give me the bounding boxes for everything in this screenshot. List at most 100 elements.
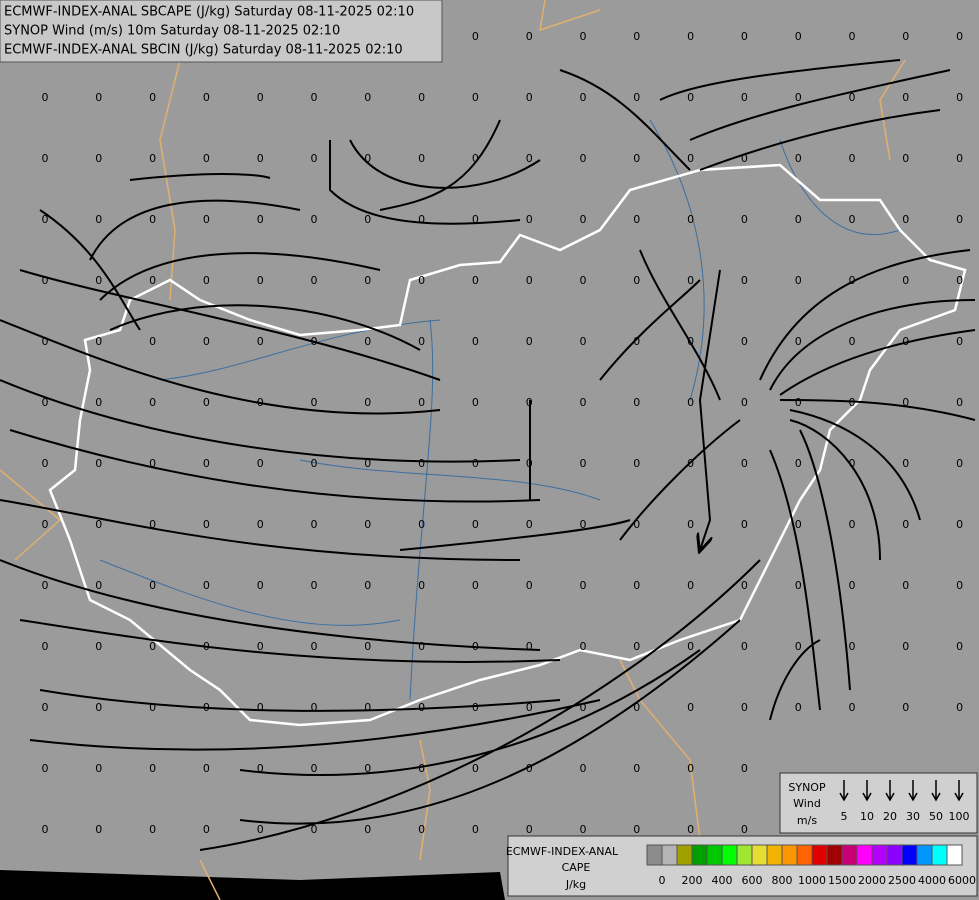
value-label: 0 [633, 396, 640, 409]
value-label: 0 [42, 823, 49, 836]
value-label: 0 [580, 152, 587, 165]
value-label: 0 [472, 701, 479, 714]
cape-label: 4000 [918, 874, 946, 887]
value-label: 0 [849, 579, 856, 592]
value-label: 0 [95, 213, 102, 226]
value-label: 0 [95, 335, 102, 348]
value-label: 0 [795, 213, 802, 226]
value-label: 0 [364, 823, 371, 836]
value-label: 0 [472, 213, 479, 226]
value-label: 0 [311, 91, 318, 104]
value-label: 0 [472, 335, 479, 348]
value-label: 0 [795, 335, 802, 348]
wind-speed-label: 20 [883, 810, 897, 823]
value-label: 0 [633, 91, 640, 104]
value-label: 0 [95, 152, 102, 165]
value-label: 0 [902, 518, 909, 531]
value-label: 0 [956, 152, 963, 165]
wind-speed-label: 5 [841, 810, 848, 823]
color-swatch [856, 844, 873, 866]
value-label: 0 [418, 579, 425, 592]
value-label: 0 [849, 457, 856, 470]
color-swatch [841, 844, 858, 866]
value-label: 0 [526, 518, 533, 531]
value-label: 0 [580, 335, 587, 348]
header-line: SYNOP Wind (m/s) 10m Saturday 08-11-2025… [4, 24, 340, 39]
value-label: 0 [311, 640, 318, 653]
value-label: 0 [311, 335, 318, 348]
color-swatch [931, 844, 948, 866]
value-label: 0 [149, 213, 156, 226]
value-label: 0 [849, 152, 856, 165]
value-label: 0 [633, 457, 640, 470]
color-swatch [886, 844, 903, 866]
wind-legend: 5 10 20 30 50 100 [839, 780, 970, 823]
value-label: 0 [902, 640, 909, 653]
value-label: 0 [687, 701, 694, 714]
wind-legend-title: Wind [793, 797, 821, 810]
value-label: 0 [95, 457, 102, 470]
value-label: 0 [149, 640, 156, 653]
value-label: 0 [526, 213, 533, 226]
value-label: 0 [633, 701, 640, 714]
value-label: 0 [956, 274, 963, 287]
wind-legend-box [779, 772, 978, 834]
value-label: 0 [956, 518, 963, 531]
value-label: 0 [418, 518, 425, 531]
value-label: 0 [472, 274, 479, 287]
value-label: 0 [849, 91, 856, 104]
value-label: 0 [526, 91, 533, 104]
value-label: 0 [956, 579, 963, 592]
value-label: 0 [149, 518, 156, 531]
value-label: 0 [580, 823, 587, 836]
value-label: 0 [741, 30, 748, 43]
value-label: 0 [149, 457, 156, 470]
value-label: 0 [149, 579, 156, 592]
value-label: 0 [795, 640, 802, 653]
cape-legend: 0 200 400 600 800 1000 1500 2000 2500 4000 6000 [646, 844, 976, 887]
value-label: 0 [311, 213, 318, 226]
value-label: 0 [311, 518, 318, 531]
value-label: 0 [902, 152, 909, 165]
cape-label: 2500 [888, 874, 916, 887]
cape-label: 600 [742, 874, 763, 887]
value-label: 0 [42, 213, 49, 226]
value-label: 0 [956, 91, 963, 104]
cape-label: 6000 [948, 874, 976, 887]
color-swatch [901, 844, 918, 866]
value-label: 0 [418, 152, 425, 165]
value-label: 0 [149, 274, 156, 287]
value-label: 0 [633, 30, 640, 43]
value-label: 0 [95, 701, 102, 714]
value-label: 0 [472, 823, 479, 836]
color-swatch [676, 844, 693, 866]
wind-speed-label: 100 [949, 810, 970, 823]
value-label: 0 [42, 762, 49, 775]
value-label: 0 [42, 274, 49, 287]
value-label: 0 [741, 91, 748, 104]
value-label: 0 [741, 396, 748, 409]
color-swatch [811, 844, 828, 866]
wind-arrow [931, 780, 941, 802]
value-label: 0 [687, 213, 694, 226]
color-swatch [766, 844, 783, 866]
value-label: 0 [257, 518, 264, 531]
value-label: 0 [849, 396, 856, 409]
value-label: 0 [902, 579, 909, 592]
value-label: 0 [741, 274, 748, 287]
country-borders [0, 0, 906, 900]
value-label: 0 [472, 152, 479, 165]
header-line: ECMWF-INDEX-ANAL SBCIN (J/kg) Saturday 0… [4, 43, 403, 58]
cape-label: 2000 [858, 874, 886, 887]
value-label: 0 [687, 640, 694, 653]
value-label: 0 [418, 335, 425, 348]
value-label: 0 [257, 640, 264, 653]
wind-arrow [954, 780, 964, 802]
value-label: 0 [902, 335, 909, 348]
color-swatch [691, 844, 708, 866]
value-label: 0 [203, 396, 210, 409]
value-label: 0 [902, 457, 909, 470]
value-label: 0 [956, 30, 963, 43]
value-label: 0 [149, 335, 156, 348]
value-label: 0 [849, 274, 856, 287]
